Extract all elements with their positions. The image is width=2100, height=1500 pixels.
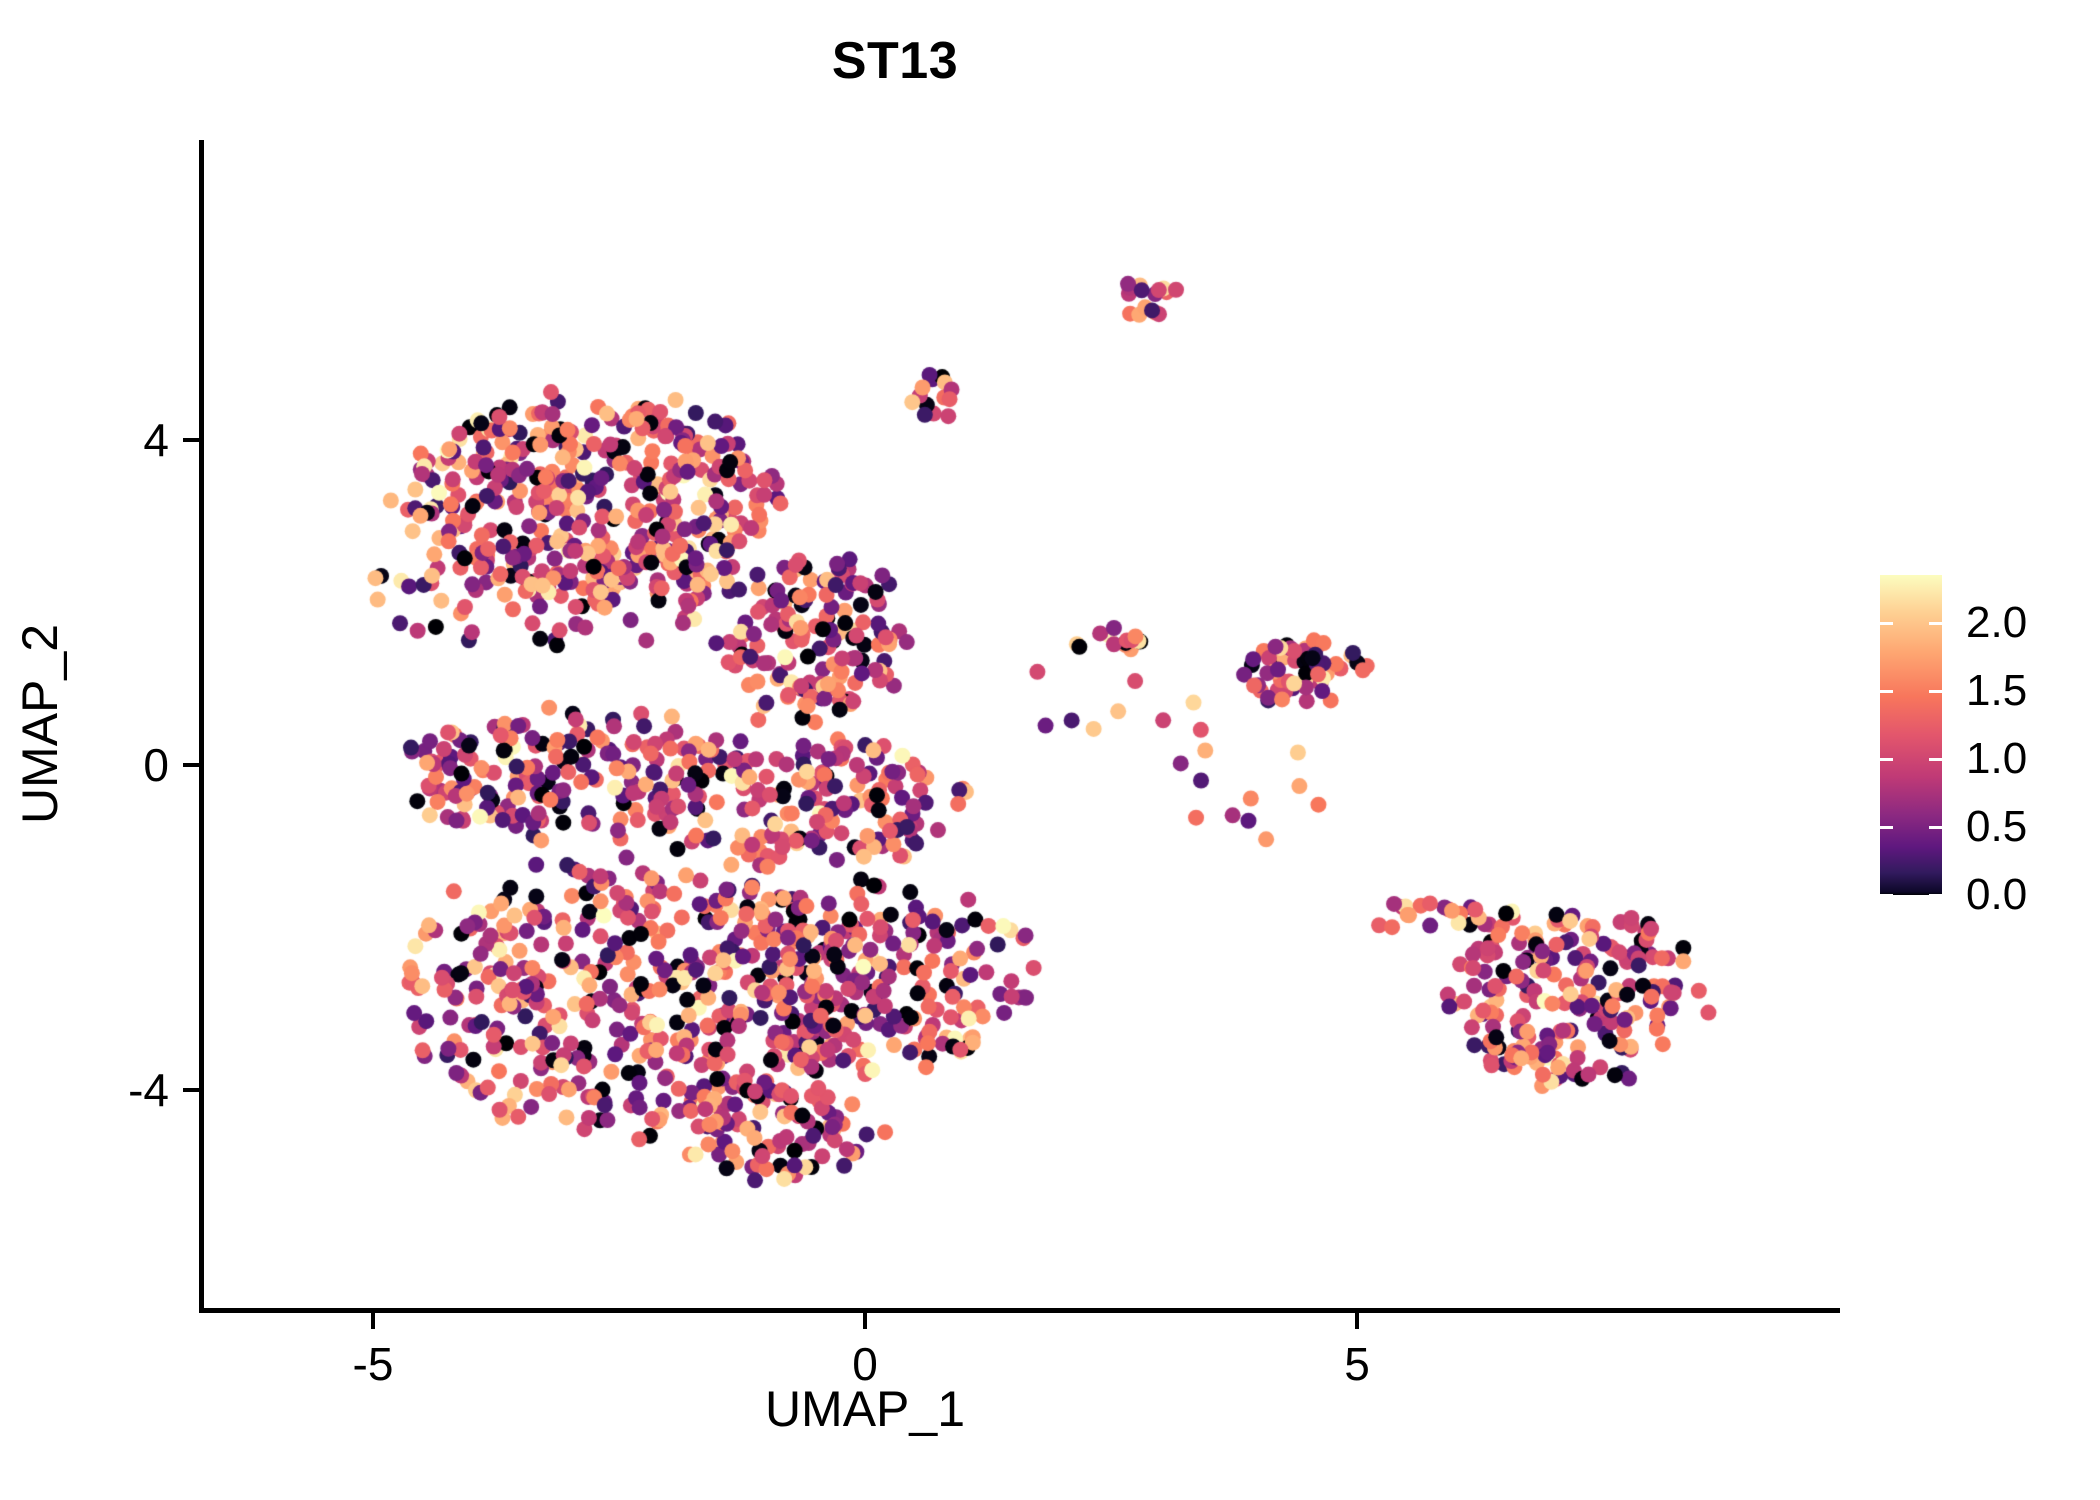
colorbar-tick-mark (1929, 621, 1942, 625)
colorbar-tick-mark (1880, 894, 1893, 897)
scatter-points-layer (200, 140, 1840, 1310)
colorbar-gradient (1880, 575, 1942, 895)
colorbar-tick-label: 1.0 (1966, 733, 2028, 783)
x-tick-label: 0 (852, 1338, 878, 1390)
colorbar-tick-mark (1929, 689, 1942, 693)
colorbar-tick-mark (1929, 757, 1942, 761)
plot-panel (200, 140, 1840, 1310)
y-tick-label: -4 (128, 1064, 169, 1116)
colorbar-tick-label: 1.5 (1966, 665, 2028, 715)
x-tick-mark (1355, 1313, 1359, 1329)
y-tick-label: 0 (143, 739, 169, 791)
y-axis-line (199, 140, 204, 1312)
colorbar-tick-mark (1880, 621, 1893, 625)
colorbar-tick-label: 2.0 (1966, 597, 2028, 647)
colorbar-tick-label: 0.0 (1966, 870, 2028, 919)
y-tick-mark (183, 763, 199, 767)
y-axis-title: UMAP_2 (12, 623, 68, 825)
colorbar-tick-mark (1929, 825, 1942, 829)
colorbar-tick-mark (1929, 894, 1942, 897)
colorbar-tick-mark (1880, 757, 1893, 761)
x-axis-title: UMAP_1 (764, 1381, 966, 1437)
y-tick-mark (183, 438, 199, 442)
colorbar-legend: 2.0 1.5 1.0 0.5 0.0 (1880, 575, 2090, 917)
y-tick-mark (183, 1088, 199, 1092)
colorbar-tick-mark (1880, 689, 1893, 693)
colorbar-tick-label: 0.5 (1966, 801, 2028, 851)
page-title: ST13 (831, 32, 959, 90)
x-tick-label: -5 (352, 1338, 394, 1390)
x-tick-mark (371, 1313, 375, 1329)
x-axis-line (199, 1308, 1840, 1313)
x-tick-mark (863, 1313, 867, 1329)
x-tick-label: 5 (1344, 1338, 1370, 1390)
colorbar-tick-mark (1880, 825, 1893, 829)
y-tick-label: 4 (143, 414, 169, 466)
